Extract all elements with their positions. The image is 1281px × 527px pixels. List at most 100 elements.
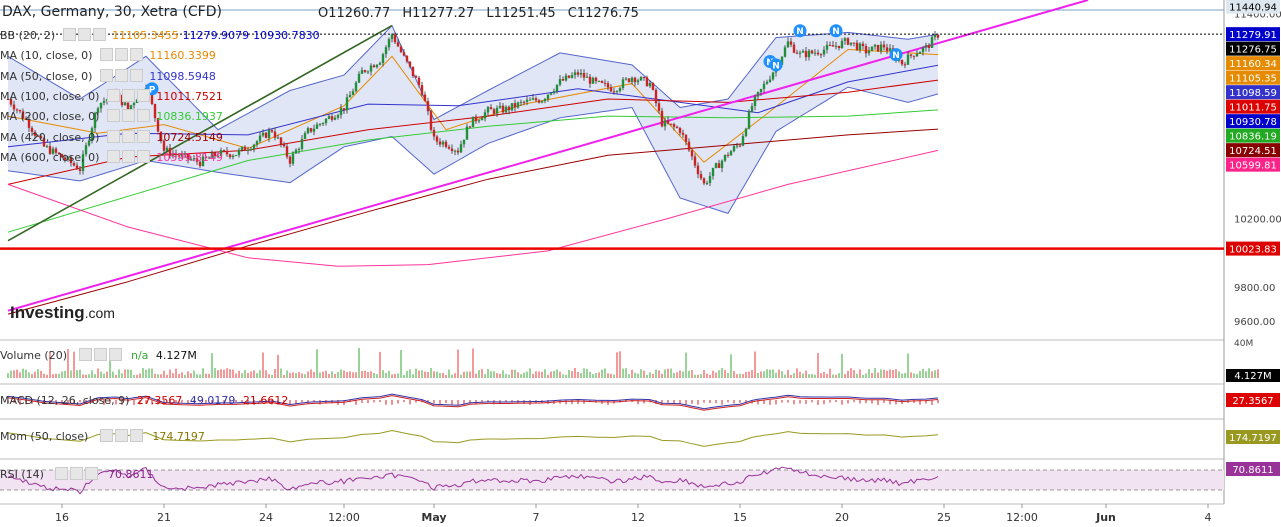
indicator-settings-icons[interactable] [100,68,145,83]
macd-histogram-bar [571,400,573,405]
moving-average-line [7,149,939,267]
indicator-settings-icons[interactable] [107,149,152,164]
candle-body [240,146,244,150]
volume-bar [40,370,42,378]
candle-body [246,149,250,151]
candle-body [279,137,283,145]
candle-body [471,116,475,128]
volume-bar [130,369,132,378]
indicator-value: 11279.9079 [182,29,250,42]
volume-bar [49,351,51,378]
macd-histogram-bar [643,400,645,404]
candle-body [255,141,259,145]
volume-bar [433,371,435,378]
volume-bar [352,372,354,378]
volume-bar [634,372,636,378]
candle-body [420,85,424,95]
volume-bar [502,370,504,378]
volume-bar [892,369,894,378]
volume-bar [112,371,114,378]
indicator-settings-icons[interactable] [107,129,152,144]
candle-body [567,75,571,78]
indicator-settings-icons[interactable] [100,48,145,62]
volume-bar [22,368,24,378]
price-label-text: 11276.75 [1229,45,1277,56]
candle-body [636,80,640,83]
volume-bar [553,370,555,378]
volume-bar [346,372,348,378]
macd-histogram-bar [145,400,147,404]
candle-body [126,102,130,110]
macd-histogram-bar [445,400,447,404]
volume-bar [874,368,876,378]
candle-body [693,156,697,166]
volume-bar [691,370,693,378]
candle-body [228,154,232,158]
macd-histogram-bar [289,400,291,405]
volume-bar [25,369,27,378]
volume-bar [919,371,921,378]
candle-body [594,77,598,82]
indicator-label: BB (20, 2) [0,29,56,42]
volume-bar [94,374,96,378]
volume-bar [592,374,594,378]
volume-bar [925,371,927,378]
moving-average-line [7,128,939,315]
rsi-settings-icons[interactable] [55,467,100,481]
indicator-settings-icons[interactable] [107,109,152,123]
candle-body [315,124,319,129]
candle-body [306,128,310,134]
candle-body [357,73,361,83]
macd-histogram-bar [355,400,357,405]
macd-histogram-bar [919,400,921,405]
candle-body [195,158,199,162]
volume-bar [67,349,69,378]
volume-bar [604,368,606,378]
volume-bar [82,374,84,378]
candle-body [927,45,931,48]
mom-settings-icons[interactable] [99,429,145,443]
macd-histogram-bar [505,400,507,403]
volume-bar [55,373,57,378]
volume-bar [136,374,138,378]
x-axis-label: 25 [937,511,951,524]
indicator-settings-icons[interactable] [107,88,152,103]
price-axis-tick: 9800.00 [1234,283,1275,294]
macd-histogram-bar [661,400,663,405]
volume-settings-icons[interactable] [78,348,124,362]
volume-bar [289,372,291,378]
volume-bar [349,371,351,378]
volume-bar [823,371,825,378]
candle-body [210,152,214,158]
volume-bar [700,374,702,378]
indicator-settings-icons[interactable] [63,28,108,42]
volume-bar [934,370,936,378]
volume-bar [70,370,72,378]
candle-body [348,94,352,98]
macd-histogram-bar [217,400,219,404]
candle-body [729,151,733,156]
macd-value-box [1226,393,1280,407]
candle-body [762,83,766,89]
x-axis-label: 21 [157,511,171,524]
volume-legend: Volume (20) n/a 4.127M [0,348,201,362]
candle-body [477,120,481,122]
macd-histogram-bar [475,400,477,404]
volume-bar [721,368,723,378]
volume-bar [403,374,405,378]
volume-bar [529,368,531,378]
candle-body [747,111,751,129]
event-marker [889,48,903,62]
candle-body [432,129,436,137]
volume-bar [670,368,672,378]
volume-bar [469,371,471,378]
candle-body [669,123,673,125]
volume-bar [304,374,306,378]
volume-bar [151,368,153,378]
candle-body [156,118,160,132]
volume-bar [667,368,669,378]
volume-bar [460,374,462,378]
indicator-legend: MA (420, close, 0) 10724.5149 [0,129,227,144]
volume-bar [445,374,447,378]
